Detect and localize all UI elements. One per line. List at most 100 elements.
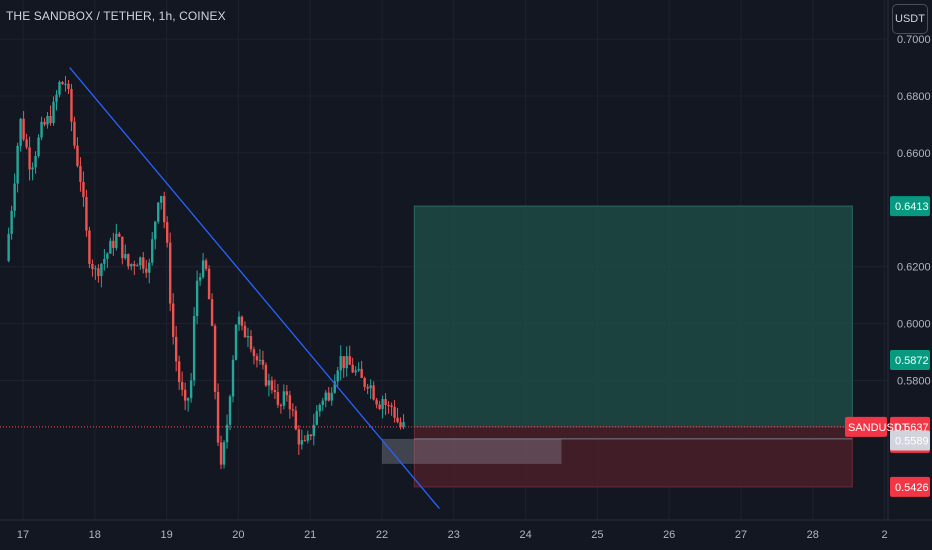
candles — [7, 75, 405, 470]
candle-body — [34, 155, 37, 168]
candle-body — [402, 422, 405, 427]
x-tick-label: 18 — [89, 529, 101, 541]
candle-body — [76, 145, 79, 166]
candle-body — [79, 165, 82, 182]
candle-body — [25, 139, 28, 148]
candle-body — [19, 118, 22, 146]
candle-body — [288, 395, 292, 410]
currency-button[interactable]: USDT — [892, 4, 928, 34]
candle-body — [124, 254, 127, 259]
candle-body — [58, 82, 61, 95]
candle-body — [282, 391, 286, 406]
candle-body — [243, 325, 247, 338]
candle-body — [139, 257, 142, 266]
x-tick-label: 22 — [376, 529, 388, 541]
candle-body — [7, 233, 10, 262]
candle-body — [261, 359, 265, 365]
candle-body — [121, 236, 124, 259]
stop-price-tag: 0.5426 — [895, 482, 929, 494]
candle-body — [225, 424, 229, 443]
candle-body — [177, 361, 181, 382]
x-tick-label: 28 — [807, 529, 819, 541]
candle-body — [273, 390, 277, 393]
candle-body — [390, 405, 393, 407]
candle-body — [231, 359, 235, 397]
candle-body — [67, 83, 70, 89]
candle-body — [300, 440, 304, 445]
candle-body — [264, 364, 268, 386]
candle-body — [82, 181, 85, 198]
candle-body — [255, 356, 259, 361]
candle-body — [309, 434, 312, 437]
symbol-tag-bg — [845, 416, 887, 437]
candle-body — [16, 145, 19, 184]
candle-body — [61, 82, 64, 85]
candle-body — [52, 101, 55, 124]
secondary-price-tag-bg — [890, 350, 930, 371]
candle-body — [210, 299, 214, 326]
candle-body — [183, 389, 187, 401]
candle-body — [109, 240, 112, 254]
candle-body — [88, 230, 91, 264]
candle-body — [97, 268, 100, 277]
x-tick-label: 17 — [17, 529, 29, 541]
candle-body — [198, 277, 202, 281]
candle-body — [336, 370, 339, 382]
candle-body — [154, 221, 157, 240]
candle-body — [112, 240, 115, 248]
trendline — [69, 67, 440, 509]
candle-body — [10, 210, 13, 234]
x-tick-label: 23 — [448, 529, 460, 541]
x-tick-label: 21 — [304, 529, 316, 541]
y-tick-label: 0.6000 — [897, 319, 931, 331]
y-tick-label: 0.6200 — [897, 262, 931, 274]
candle-body — [246, 336, 250, 338]
candle-body — [387, 405, 390, 407]
candle-body — [258, 359, 262, 361]
candle-body — [207, 268, 211, 300]
candle-body — [276, 392, 280, 405]
candle-body — [339, 356, 342, 371]
entry-marker-tag-bg — [890, 430, 930, 451]
candle-body — [222, 442, 226, 465]
candle-body — [363, 377, 366, 387]
candle-body — [228, 396, 232, 425]
x-tick-label: 26 — [663, 529, 675, 541]
candle-body — [103, 258, 106, 264]
x-tick-label: 20 — [232, 529, 244, 541]
candle-body — [28, 147, 31, 170]
candle-body — [369, 385, 372, 389]
candle-body — [375, 399, 378, 405]
target-price-tag: 0.6413 — [895, 201, 929, 213]
candle-body — [157, 202, 160, 222]
candle-body — [345, 356, 348, 369]
candle-body — [13, 183, 16, 211]
candle-body — [213, 325, 217, 392]
entry-marker-tag: 0.5589 — [895, 436, 929, 448]
x-tick-label: 19 — [160, 529, 172, 541]
candle-body — [279, 404, 283, 406]
candle-body — [294, 410, 298, 430]
candle-body — [384, 399, 387, 406]
candle-body — [327, 392, 330, 401]
x-tick-label: 2 — [882, 529, 888, 541]
candle-body — [249, 336, 253, 350]
candle-body — [91, 263, 94, 269]
candle-body — [354, 370, 357, 373]
candle-body — [189, 380, 193, 399]
candle-body — [348, 356, 351, 365]
target-zone — [413, 205, 853, 428]
candle-body — [145, 268, 148, 273]
target-price-tag-bg — [890, 196, 930, 217]
candle-body — [306, 434, 310, 441]
candle-body — [118, 233, 121, 237]
price-axis — [888, 0, 932, 550]
candle-body — [216, 391, 220, 443]
y-tick-label: 0.5800 — [897, 376, 931, 388]
candle-body — [100, 263, 103, 277]
candle-body — [240, 316, 244, 326]
candle-body — [171, 303, 175, 337]
candle-body — [192, 316, 196, 381]
